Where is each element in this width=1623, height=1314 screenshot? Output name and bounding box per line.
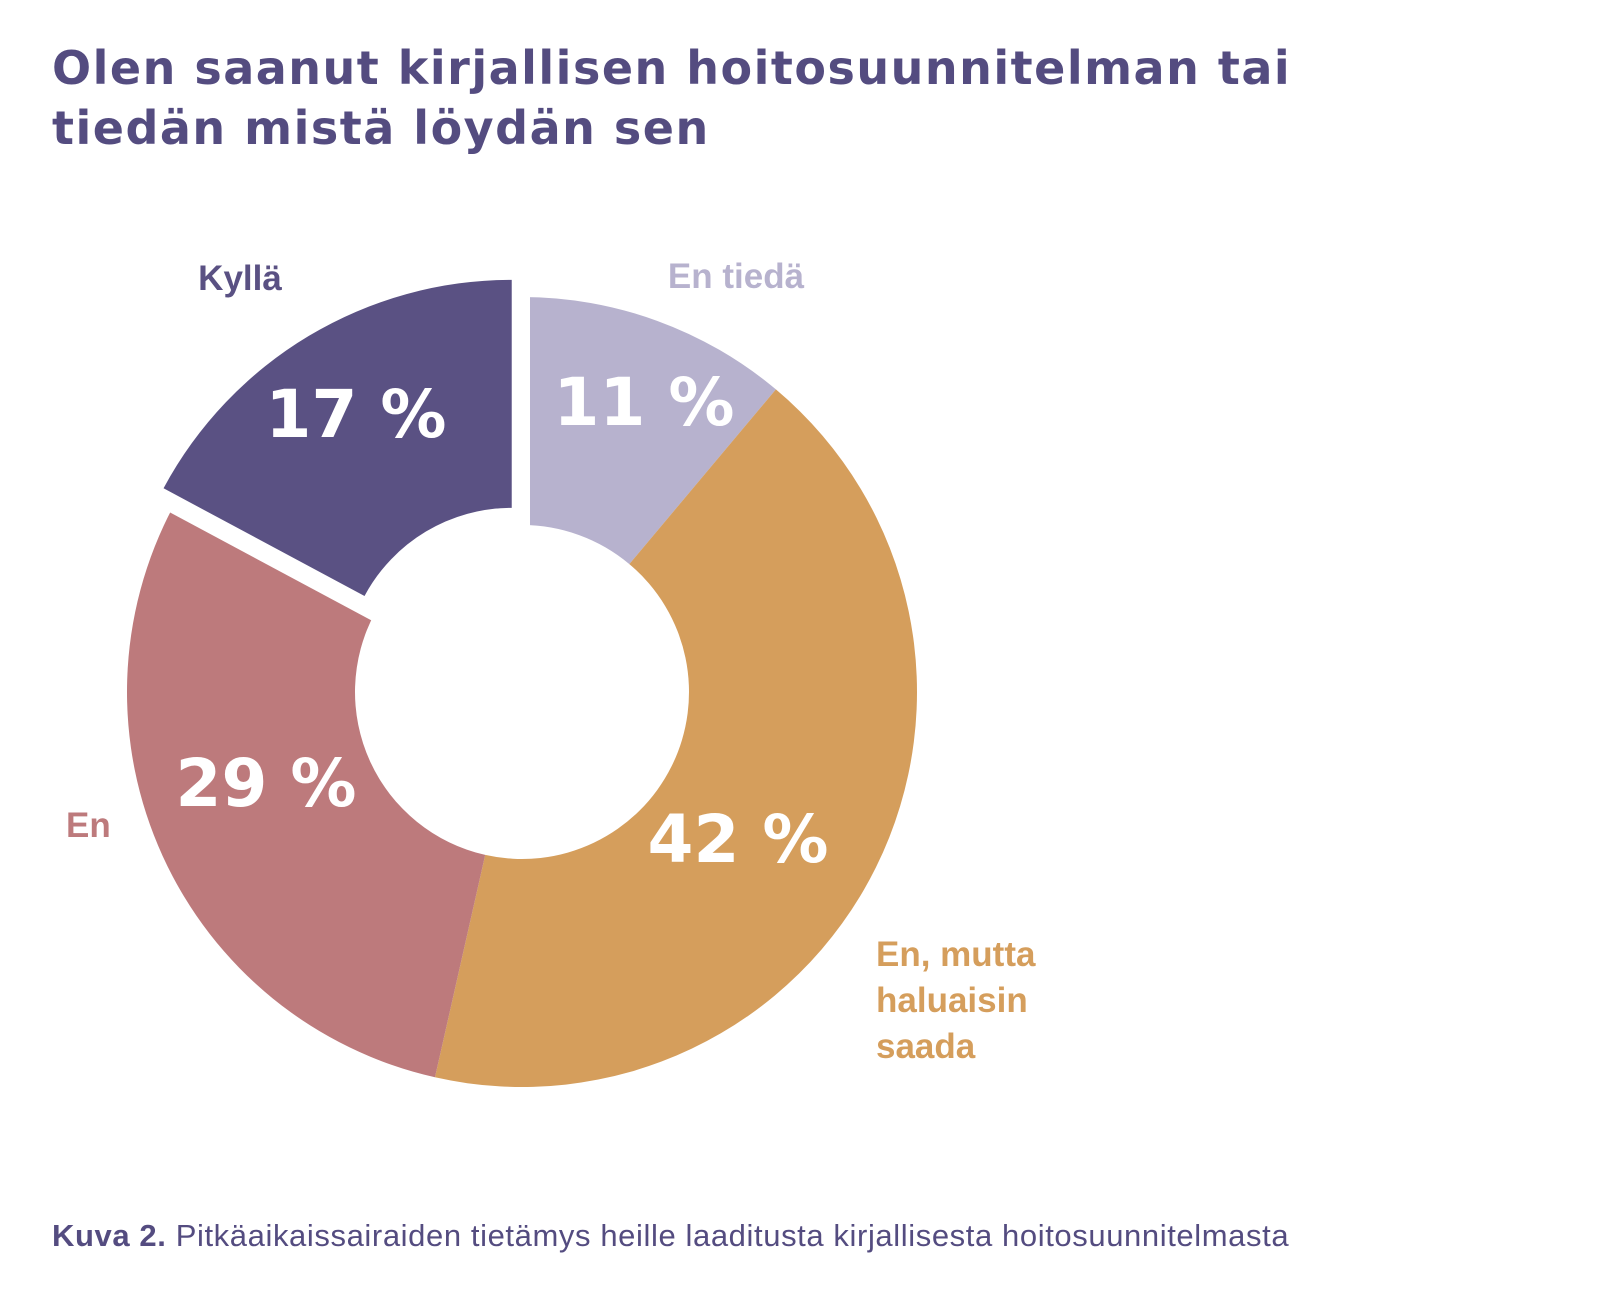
caption-label: Kuva 2. <box>52 1218 167 1253</box>
category-label-kyllä: Kyllä <box>198 259 282 298</box>
figure-caption: Kuva 2. Pitkäaikaissairaiden tietämys he… <box>52 1218 1289 1254</box>
donut-slice-en-tiedä <box>522 297 776 565</box>
chart-title-line2: tiedän mistä löydän sen <box>52 101 710 155</box>
chart-title: Olen saanut kirjallisen hoitosuunnitelma… <box>52 38 1452 158</box>
donut-slice-en-mutta-haluaisin-saada <box>434 389 917 1087</box>
value-label-en: 29 % <box>176 745 357 822</box>
category-label-en-mutta-haluaisin-saada: En, mutta haluaisin saada <box>876 935 1036 1066</box>
value-label-en-mutta-haluaisin-saada: 42 % <box>648 801 829 878</box>
donut-slice-kyllä <box>163 279 512 596</box>
caption-text: Pitkäaikaissairaiden tietämys heille laa… <box>175 1218 1290 1253</box>
donut-slice-en <box>127 505 486 1078</box>
category-label-en-tiedä: En tiedä <box>668 257 805 296</box>
chart-title-line1: Olen saanut kirjallisen hoitosuunnitelma… <box>52 41 1292 95</box>
category-label-en: En <box>66 806 111 845</box>
value-label-kyllä: 17 % <box>266 376 447 453</box>
slice-separator <box>168 497 381 622</box>
value-label-en-tiedä: 11 % <box>554 364 735 441</box>
